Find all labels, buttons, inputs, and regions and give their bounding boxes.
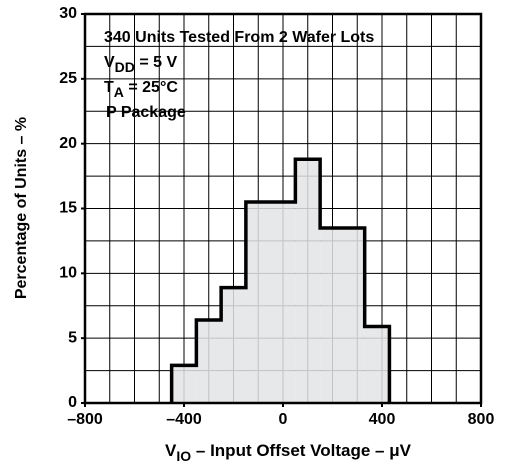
x-tick-label: –400: [166, 411, 202, 428]
text: P Package: [106, 104, 186, 121]
y-axis-label: Percentage of Units – %: [13, 117, 30, 299]
x-axis-label: VIO – Input Offset Voltage – μV: [165, 441, 412, 463]
y-tick-label: 30: [59, 5, 77, 22]
text: – Input Offset Voltage – μV: [191, 441, 411, 460]
histogram-outline: [169, 157, 392, 403]
bar: [320, 227, 365, 403]
bar: [196, 320, 222, 403]
text: 340 Units Tested From 2 Wafer Lots: [104, 29, 374, 46]
bar: [295, 159, 321, 403]
y-tick-label: 5: [68, 329, 77, 346]
text: = 5 V: [135, 54, 178, 71]
bar: [364, 326, 390, 403]
y-tick-label: 15: [59, 200, 77, 217]
annotation: P Package: [106, 104, 186, 121]
x-tick-label: 0: [279, 411, 288, 428]
annotation: TA = 25°C: [104, 79, 178, 99]
y-tick-label: 20: [59, 135, 77, 152]
x-tick-label: 800: [468, 411, 495, 428]
x-tick-label: 400: [369, 411, 396, 428]
text: V: [165, 441, 177, 460]
bar: [221, 287, 246, 403]
text: V: [104, 54, 115, 71]
bar: [171, 365, 197, 403]
text: T: [104, 79, 114, 96]
annotation: VDD = 5 V: [104, 54, 177, 74]
y-tick-label: 10: [59, 265, 77, 282]
x-tick-label: –800: [67, 411, 103, 428]
y-tick-label: 0: [68, 394, 77, 411]
subscript: DD: [115, 59, 135, 75]
subscript: A: [114, 84, 124, 100]
bar: [245, 202, 296, 403]
subscript: IO: [176, 448, 191, 464]
y-tick-label: 25: [59, 70, 77, 87]
text: = 25°C: [124, 79, 178, 96]
annotation: 340 Units Tested From 2 Wafer Lots: [104, 29, 374, 46]
